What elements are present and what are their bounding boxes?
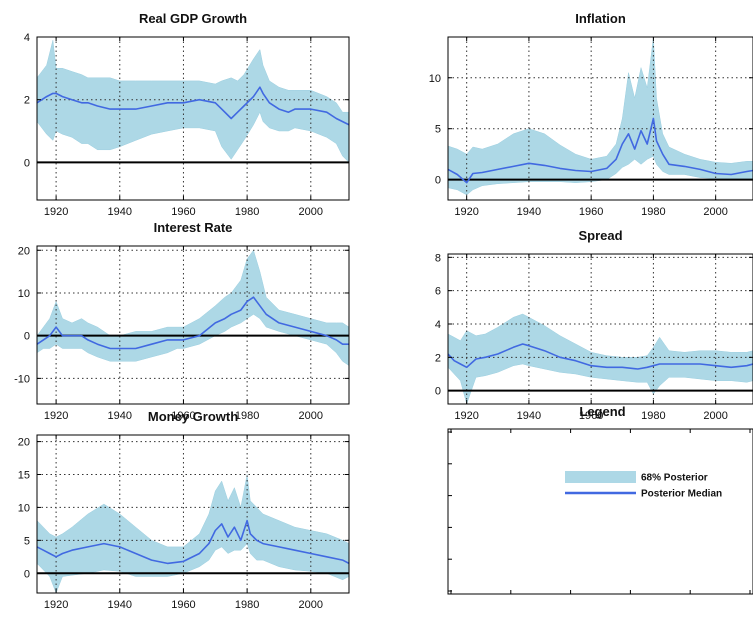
panel-plot-area xyxy=(37,37,349,200)
y-tick-label: 10 xyxy=(18,502,30,514)
x-tick-label: 1920 xyxy=(454,410,478,422)
y-tick-label: 8 xyxy=(435,252,441,264)
y-tick-label: 10 xyxy=(429,73,441,85)
panel-1: Inflation 1920 1940 1960 1980 2000 0 5 10 xyxy=(429,11,753,218)
y-tick-label: 0 xyxy=(24,568,30,580)
x-tick-label: 1980 xyxy=(641,206,665,218)
x-tick-label: 1940 xyxy=(108,206,132,218)
legend-title: Legend xyxy=(579,404,625,419)
y-tick-label: 20 xyxy=(18,437,30,449)
y-tick-label: 0 xyxy=(24,331,30,343)
y-tick-label: 2 xyxy=(435,352,441,364)
posterior-median-line xyxy=(448,117,753,184)
x-tick-label: 1940 xyxy=(517,206,541,218)
y-tick-label: 0 xyxy=(435,175,441,187)
panel-frame xyxy=(36,434,350,594)
x-tick-label: 1920 xyxy=(44,599,68,611)
posterior-median-line xyxy=(37,86,349,126)
x-tick-label: 1960 xyxy=(579,206,603,218)
panel-frame xyxy=(447,253,753,405)
x-tick-label: 1940 xyxy=(108,599,132,611)
panel-0: Real GDP Growth 1920 1940 1960 1980 2000 0 2 4 xyxy=(24,11,350,218)
x-tick-label: 2000 xyxy=(703,410,727,422)
y-tick-label: -10 xyxy=(14,373,30,385)
y-tick-label: 4 xyxy=(24,32,30,44)
panel-frame xyxy=(447,36,753,201)
legend-frame xyxy=(447,428,753,595)
panel-title: Inflation xyxy=(575,11,626,26)
x-tick-label: 1920 xyxy=(454,206,478,218)
panel-frame xyxy=(36,36,350,201)
legend-entry-label: Posterior Median xyxy=(641,489,722,500)
posterior-median-line xyxy=(37,519,349,565)
x-tick-label: 1960 xyxy=(171,410,195,422)
x-tick-label: 1980 xyxy=(235,599,259,611)
x-tick-label: 1960 xyxy=(171,599,195,611)
panel-title: Spread xyxy=(578,228,622,243)
x-tick-label: 2000 xyxy=(299,599,323,611)
y-tick-label: 5 xyxy=(435,124,441,136)
panel-plot-area xyxy=(37,246,349,404)
x-tick-label: 2000 xyxy=(299,206,323,218)
panel-plot-area xyxy=(448,254,753,404)
panel-3: Spread 1920 1940 1960 1980 2000 0 2 4 6 8 xyxy=(435,228,753,422)
y-tick-label: 2 xyxy=(24,95,30,107)
posterior-median-line xyxy=(448,343,753,370)
x-tick-label: 1920 xyxy=(44,206,68,218)
panel-plot-area xyxy=(37,435,349,593)
panel-frame xyxy=(36,245,350,405)
legend-panel: Legend 68% Posterior Posterior Median xyxy=(447,404,753,595)
posterior-band xyxy=(448,37,753,196)
x-tick-label: 1960 xyxy=(171,206,195,218)
panel-title: Interest Rate xyxy=(154,220,233,235)
panel-4: Money Growth 1920 1940 1960 1980 2000 0 5 10 15 20 xyxy=(18,409,350,611)
x-tick-label: 1920 xyxy=(44,410,68,422)
x-tick-label: 1960 xyxy=(579,410,603,422)
x-tick-label: 1980 xyxy=(235,410,259,422)
y-tick-label: 10 xyxy=(18,288,30,300)
x-tick-label: 1980 xyxy=(235,206,259,218)
y-tick-label: 0 xyxy=(435,386,441,398)
y-tick-label: 0 xyxy=(24,157,30,169)
panel-plot-area xyxy=(448,37,753,200)
y-tick-label: 5 xyxy=(24,535,30,547)
posterior-band xyxy=(37,474,349,593)
y-tick-label: 20 xyxy=(18,245,30,257)
panel-title: Real GDP Growth xyxy=(139,11,247,26)
y-tick-label: 15 xyxy=(18,470,30,482)
y-tick-label: 6 xyxy=(435,286,441,298)
x-tick-label: 1940 xyxy=(517,410,541,422)
x-tick-label: 1980 xyxy=(641,410,665,422)
posterior-median-line xyxy=(37,296,349,350)
panel-title: Money Growth xyxy=(148,409,238,424)
panel-2: Interest Rate 1920 1940 1960 1980 2000 -10 0 10 2… xyxy=(14,220,350,422)
legend-swatch-band xyxy=(565,471,636,483)
x-tick-label: 2000 xyxy=(703,206,727,218)
x-tick-label: 1940 xyxy=(108,410,132,422)
y-tick-label: 4 xyxy=(435,319,441,331)
legend-entry-label: 68% Posterior xyxy=(641,473,708,484)
posterior-band xyxy=(37,249,349,366)
x-tick-label: 2000 xyxy=(299,410,323,422)
